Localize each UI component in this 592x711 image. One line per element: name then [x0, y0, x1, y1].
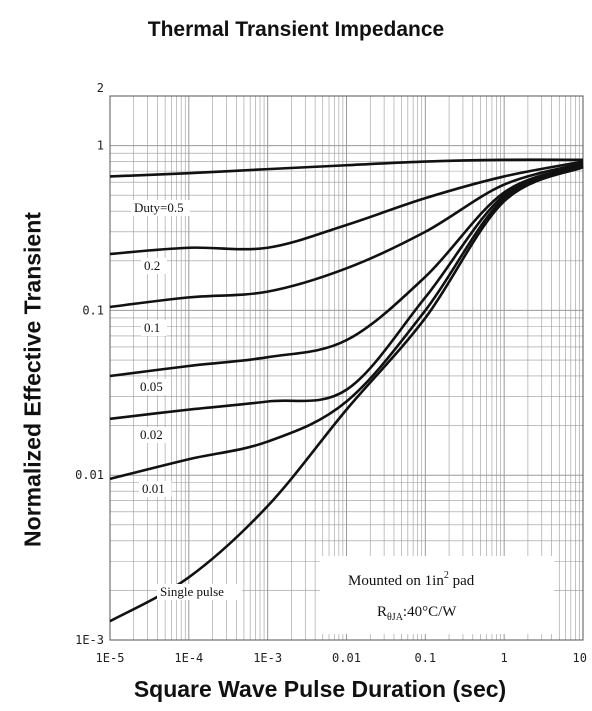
curve-label: Duty=0.5 — [134, 200, 184, 215]
y-tick-label: 1E-3 — [75, 633, 104, 647]
tick-labels: 1E-5 1E-4 1E-3 0.01 0.1 1 10 2 1 0.1 0.01 1E-3 — [75, 81, 587, 665]
curve-label: 0.02 — [140, 427, 163, 442]
plot-frame — [109, 95, 584, 641]
y-tick-label: 0.01 — [75, 468, 104, 482]
series-line-5 — [109, 164, 584, 481]
curve-label: 0.1 — [144, 320, 160, 335]
annotation-box-background — [320, 556, 554, 634]
x-axis-label: Square Wave Pulse Duration (sec) — [133, 676, 507, 702]
curve-label: 0.01 — [142, 481, 165, 496]
curve-label: 0.2 — [144, 258, 160, 273]
annotation-line-2: RθJA:40°C/W — [377, 604, 457, 623]
curve-label-background — [141, 320, 167, 336]
annotation-line-1: Mounted on 1in2 pad — [348, 570, 475, 589]
x-tick-label: 1E-3 — [253, 651, 282, 665]
y-tick-label: 1 — [97, 139, 104, 153]
series-line-0 — [109, 158, 584, 178]
x-tick-label: 1 — [501, 651, 508, 665]
curve-label-background — [137, 379, 170, 395]
series-line-2 — [109, 162, 584, 309]
series-line-4 — [109, 164, 584, 421]
curve-label: 0.05 — [140, 379, 163, 394]
curve-label-background — [141, 258, 167, 274]
curve-label-background — [157, 584, 243, 600]
x-tick-label: 1E-4 — [174, 651, 203, 665]
curve-label-background — [139, 481, 172, 497]
x-tick-label: 0.01 — [332, 651, 361, 665]
curve-label: Single pulse — [160, 584, 224, 599]
annotation-box: Mounted on 1in2 pad RθJA:40°C/W — [320, 556, 554, 634]
series-group — [109, 158, 584, 623]
y-axis-label: Normalized Effective Transient — [19, 212, 46, 547]
series-line-3 — [109, 164, 584, 378]
x-tick-label: 10 — [573, 651, 587, 665]
y-tick-label: 0.1 — [82, 303, 104, 317]
chart-title: Thermal Transient Impedance — [147, 18, 445, 41]
curve-labels: Duty=0.5 0.2 0.1 0.05 0.02 0.01 Single pulse — [131, 200, 243, 600]
series-line-1 — [109, 160, 584, 256]
y-tick-label: 2 — [97, 81, 104, 95]
curve-label-background — [131, 200, 190, 216]
x-tick-label: 0.1 — [414, 651, 436, 665]
x-tick-label: 1E-5 — [96, 651, 125, 665]
series-line-6 — [109, 165, 584, 623]
curve-label-background — [137, 427, 170, 443]
grid — [109, 95, 584, 641]
